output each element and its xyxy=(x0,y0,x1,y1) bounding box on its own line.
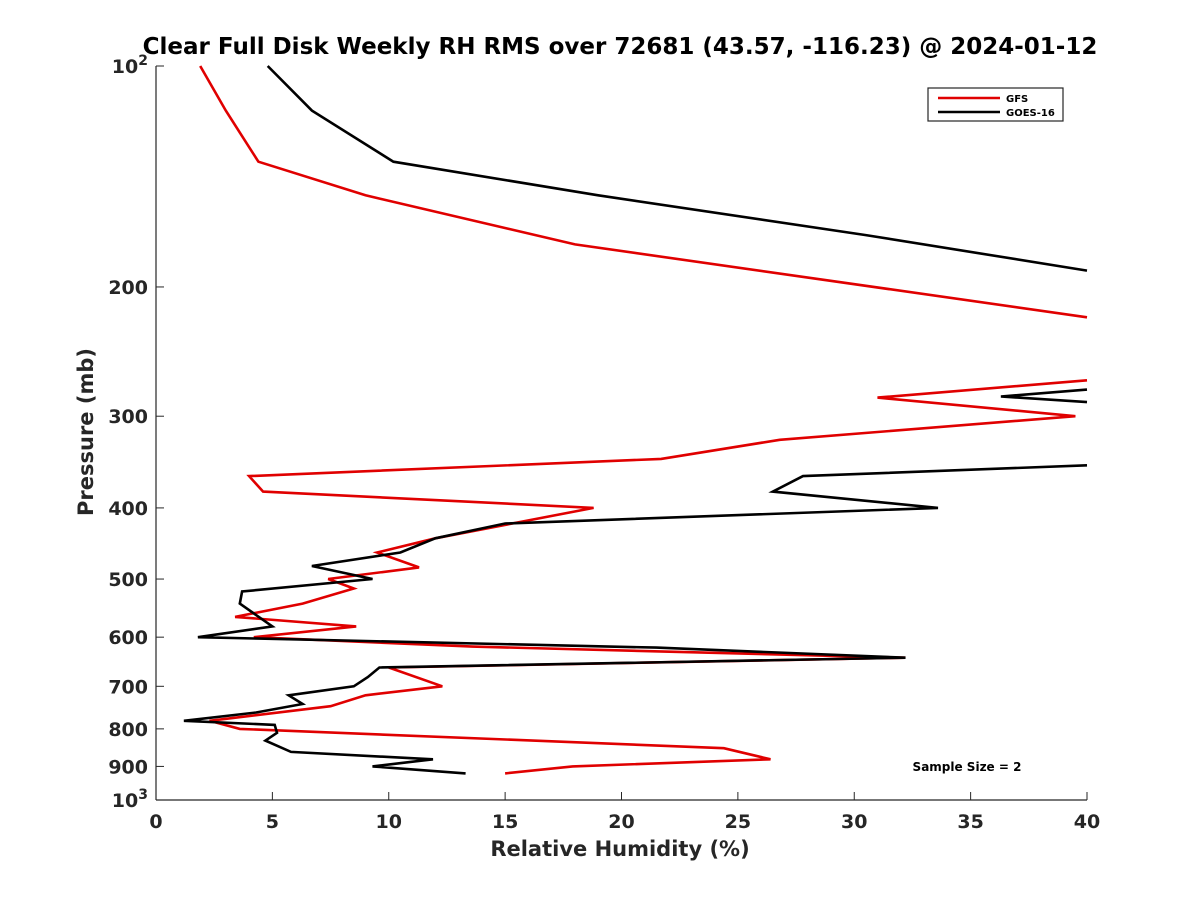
y-tick-label: 700 xyxy=(108,676,148,698)
x-tick-label: 30 xyxy=(841,811,867,833)
chart-title: Clear Full Disk Weekly RH RMS over 72681… xyxy=(143,34,1098,60)
y-axis-label: Pressure (mb) xyxy=(74,348,98,516)
legend-box xyxy=(927,87,1064,122)
x-tick-label: 40 xyxy=(1074,811,1100,833)
series-line-goes-16 xyxy=(183,464,1088,775)
y-tick-label: 600 xyxy=(108,627,148,649)
y-tick-label: 102 xyxy=(112,53,148,78)
x-axis-ticks: 0 5 10 15 20 25 30 35 40 xyxy=(149,792,1100,833)
legend-label-goes-16: GOES-16 xyxy=(1006,108,1055,119)
x-tick-label: 25 xyxy=(725,811,751,833)
sample-size-annotation: Sample Size = 2 xyxy=(913,760,1022,774)
x-tick-label: 35 xyxy=(957,811,983,833)
y-tick-label: 800 xyxy=(108,719,148,741)
y-tick-label: 103 xyxy=(112,787,148,812)
series-line-goes-16 xyxy=(1000,388,1088,404)
x-tick-label: 10 xyxy=(376,811,402,833)
y-tick-label: 200 xyxy=(108,277,148,299)
y-tick-label: 300 xyxy=(108,406,148,428)
legend: GFS GOES-16 xyxy=(927,87,1064,122)
y-tick-label: 900 xyxy=(108,756,148,778)
y-tick-label: 400 xyxy=(108,498,148,520)
series-line-gfs xyxy=(209,379,1088,775)
y-axis-ticks: 102 200 300 400 500 600 700 800 900 103 xyxy=(108,53,164,812)
x-tick-label: 0 xyxy=(149,811,162,833)
series-line-goes-16 xyxy=(266,65,1088,272)
plot-frame xyxy=(155,66,1087,801)
x-tick-label: 20 xyxy=(608,811,634,833)
series-layer xyxy=(183,65,1088,775)
legend-label-gfs: GFS xyxy=(1006,94,1028,105)
y-tick-label: 500 xyxy=(108,569,148,591)
x-tick-label: 15 xyxy=(492,811,518,833)
x-axis-label: Relative Humidity (%) xyxy=(490,837,749,861)
x-tick-label: 5 xyxy=(266,811,279,833)
series-line-gfs xyxy=(199,65,1088,319)
